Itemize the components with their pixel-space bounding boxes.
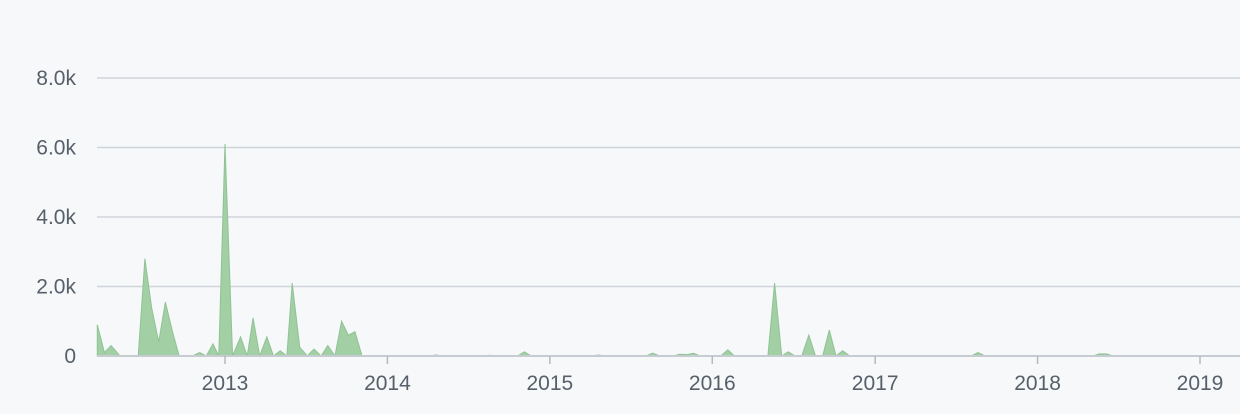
axes: 0 2.0k 4.0k 6.0k 8.0k 2013 2014 2015 2016 2017 201…: [36, 67, 1240, 395]
x-tick-label: 2019: [1177, 372, 1224, 395]
x-tick-label: 2013: [202, 372, 249, 395]
x-tick-label: 2017: [852, 372, 899, 395]
y-tick-label: 4.0k: [36, 206, 76, 229]
gridlines: [97, 77, 1240, 288]
y-tick-label: 6.0k: [36, 137, 76, 160]
series-area: [96, 144, 1227, 358]
y-tick-label: 8.0k: [36, 67, 76, 90]
x-tick-label: 2015: [526, 372, 573, 395]
area-series-0: [96, 144, 1227, 358]
x-tick-label: 2016: [689, 372, 736, 395]
x-tick-label: 2014: [364, 372, 411, 395]
x-tick-label: 2018: [1014, 372, 1061, 395]
y-tick-label: 2.0k: [36, 276, 76, 299]
y-tick-label: 0: [64, 345, 76, 368]
